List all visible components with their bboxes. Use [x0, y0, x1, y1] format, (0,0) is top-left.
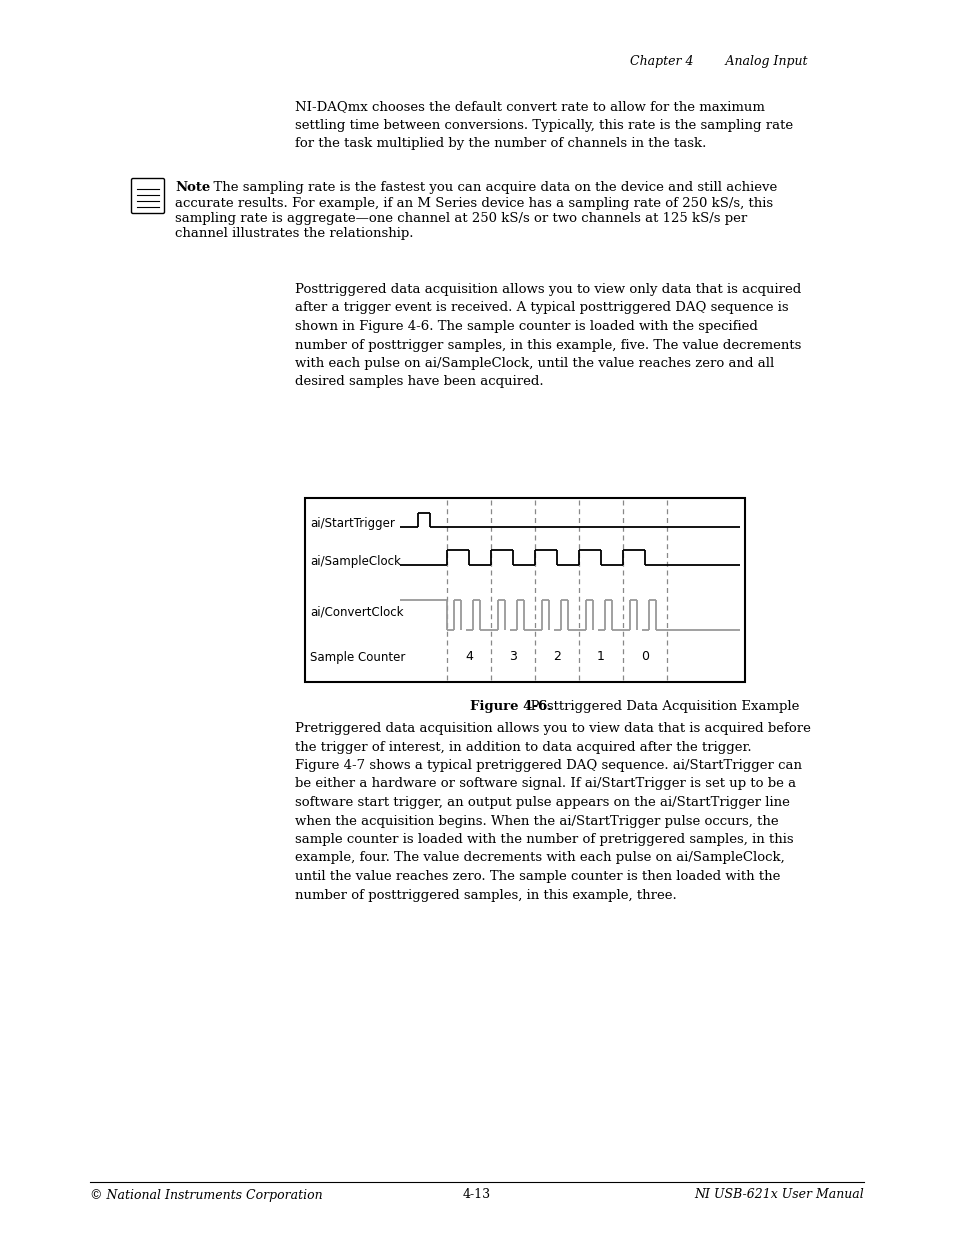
Text: Figure 4-6.: Figure 4-6.: [470, 700, 552, 713]
Text: Posttriggered data acquisition allows you to view only data that is acquired
aft: Posttriggered data acquisition allows yo…: [294, 283, 801, 389]
Text: ai/StartTrigger: ai/StartTrigger: [310, 517, 395, 531]
Text: accurate results. For example, if an M Series device has a sampling rate of 250 : accurate results. For example, if an M S…: [174, 196, 772, 210]
Text: © National Instruments Corporation: © National Instruments Corporation: [90, 1188, 322, 1202]
Text: The sampling rate is the fastest you can acquire data on the device and still ac: The sampling rate is the fastest you can…: [205, 182, 777, 194]
Text: 0: 0: [640, 651, 648, 663]
Text: Note: Note: [174, 182, 210, 194]
Text: 4-13: 4-13: [462, 1188, 491, 1202]
Text: Posttriggered Data Acquisition Example: Posttriggered Data Acquisition Example: [521, 700, 799, 713]
Text: 1: 1: [597, 651, 604, 663]
Text: ai/SampleClock: ai/SampleClock: [310, 556, 400, 568]
Text: sampling rate is aggregate—one channel at 250 kS/s or two channels at 125 kS/s p: sampling rate is aggregate—one channel a…: [174, 212, 746, 225]
FancyBboxPatch shape: [132, 179, 164, 214]
Text: ai/ConvertClock: ai/ConvertClock: [310, 605, 403, 619]
Text: Sample Counter: Sample Counter: [310, 651, 405, 663]
Text: channel illustrates the relationship.: channel illustrates the relationship.: [174, 227, 413, 241]
Text: Pretriggered data acquisition allows you to view data that is acquired before
th: Pretriggered data acquisition allows you…: [294, 722, 810, 902]
Text: 4: 4: [464, 651, 473, 663]
Text: 2: 2: [553, 651, 560, 663]
Bar: [305, 498, 744, 682]
Text: NI USB-621x User Manual: NI USB-621x User Manual: [694, 1188, 863, 1202]
Text: 3: 3: [509, 651, 517, 663]
Text: Chapter 4        Analog Input: Chapter 4 Analog Input: [629, 56, 806, 68]
Text: NI-DAQmx chooses the default convert rate to allow for the maximum
settling time: NI-DAQmx chooses the default convert rat…: [294, 100, 792, 149]
